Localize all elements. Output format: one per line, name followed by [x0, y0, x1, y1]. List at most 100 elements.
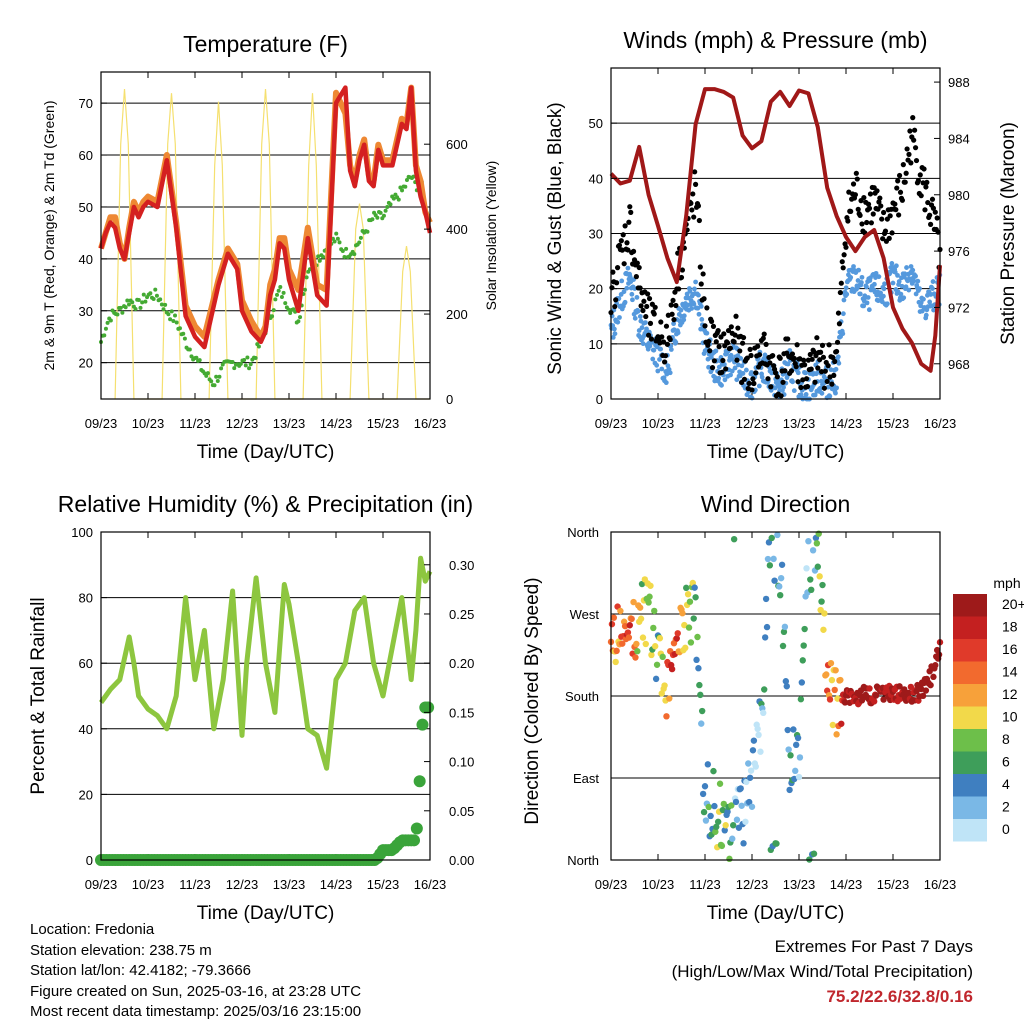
td-point	[335, 236, 340, 241]
wind-point	[840, 311, 846, 317]
y-tick-label: 30	[589, 227, 603, 242]
wind-point	[884, 301, 890, 307]
gust-point	[882, 228, 889, 234]
gust-point	[874, 188, 880, 194]
wind-point	[819, 390, 825, 396]
wind-point	[643, 320, 648, 326]
gust-point	[651, 311, 657, 317]
direction-point	[681, 621, 688, 629]
direction-point	[637, 615, 645, 622]
wind-point	[844, 291, 850, 297]
gust-point	[835, 310, 842, 316]
y-tick-label: 80	[79, 591, 93, 606]
gust-point	[912, 145, 919, 151]
x-tick-label: 12/23	[736, 416, 769, 431]
direction-point	[819, 581, 826, 589]
y-tick-label: 0	[596, 392, 603, 407]
gust-point	[864, 219, 870, 226]
direction-point	[780, 628, 788, 636]
y2-tick-label: 0.30	[449, 558, 474, 573]
gust-point	[826, 342, 832, 348]
x-axis-label: Time (Day/UTC)	[197, 903, 335, 924]
direction-point	[707, 812, 714, 820]
gust-point	[637, 285, 643, 291]
direction-point	[712, 828, 719, 835]
td-point	[370, 217, 375, 222]
wind-point	[859, 274, 865, 280]
x-tick-label: 13/23	[783, 877, 816, 892]
td-point	[281, 290, 286, 295]
y-tick-label: 40	[79, 252, 93, 267]
td-point	[133, 307, 138, 312]
wind-point	[812, 392, 818, 398]
wind-point	[881, 293, 886, 299]
wind-point	[647, 343, 653, 349]
direction-point	[814, 563, 821, 570]
direction-point	[668, 665, 676, 673]
y-tick-label: 40	[79, 722, 93, 737]
gust-point	[932, 209, 938, 215]
wind-point	[848, 275, 854, 280]
td-point	[276, 288, 281, 293]
y2-tick-label: 400	[446, 222, 468, 237]
gust-point	[892, 201, 898, 207]
direction-point	[922, 687, 930, 694]
wind-point	[843, 285, 849, 291]
gust-point	[834, 348, 840, 355]
wind-point	[930, 279, 936, 284]
gust-point	[767, 360, 773, 366]
x-tick-label: 09/23	[595, 416, 628, 431]
wind-point	[833, 366, 839, 372]
y2-tick-label: 984	[948, 131, 970, 146]
direction-point	[608, 620, 616, 628]
y-axis-label: 2m & 9m T (Red, Orange) & 2m Td (Green)	[41, 101, 57, 371]
wind-point	[658, 346, 664, 352]
td-point	[383, 208, 388, 213]
gust-point	[725, 327, 732, 334]
wind-point	[734, 377, 740, 383]
gust-point	[838, 280, 844, 286]
wind-point	[722, 377, 728, 383]
legend-label: 20+	[1002, 596, 1024, 612]
wind-point	[622, 299, 628, 305]
direction-point	[634, 648, 641, 655]
gust-point	[756, 352, 763, 358]
gust-point	[697, 264, 703, 270]
x-tick-label: 14/23	[830, 416, 863, 431]
gust-point	[691, 214, 697, 220]
gust-point	[713, 339, 719, 345]
station-location: Location: Fredonia	[30, 921, 155, 938]
gust-point	[689, 207, 695, 213]
td-point	[126, 302, 131, 307]
td-point	[154, 293, 159, 298]
figure-created: Figure created on Sun, 2025-03-16, at 23…	[30, 982, 362, 1000]
gust-point	[896, 212, 902, 218]
direction-point	[701, 783, 709, 790]
wind-point	[785, 361, 791, 367]
gust-point	[774, 374, 780, 380]
extremes-panel: Extremes For Past 7 Days (High/Low/Max W…	[672, 934, 973, 1009]
gust-point	[633, 274, 639, 280]
x-tick-label: 10/23	[642, 877, 675, 892]
x-tick-label: 15/23	[367, 416, 400, 431]
gust-point	[636, 264, 642, 271]
direction-point	[761, 686, 768, 693]
td-point	[219, 366, 224, 371]
gust-point	[802, 362, 808, 368]
td-point	[209, 379, 214, 384]
wind-point	[612, 331, 618, 337]
td-point	[242, 357, 247, 362]
direction-point	[716, 780, 724, 787]
direction-point	[930, 673, 937, 681]
gust-point	[670, 297, 676, 304]
gust-point	[782, 368, 788, 374]
gust-point	[702, 323, 708, 329]
td-point	[365, 229, 370, 234]
td-point	[337, 240, 342, 245]
direction-point	[798, 679, 806, 686]
wind-point	[899, 283, 905, 289]
y-tick-label: North	[567, 853, 599, 868]
wind-point	[698, 303, 704, 309]
direction-point	[661, 682, 668, 689]
gust-point	[894, 185, 900, 191]
